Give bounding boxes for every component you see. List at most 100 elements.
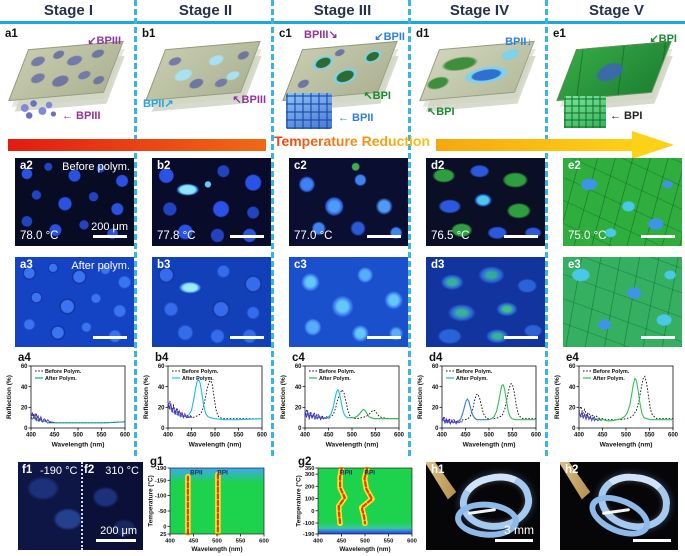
panel-id: d2 <box>431 160 445 172</box>
arrow-icon: ↙ <box>649 33 659 45</box>
reflection-spectrum-chart: 400 450 500 550 600 0 20 40 60 Wavelength (nm) Ref… <box>280 364 405 449</box>
phase-label: ↙BPIII <box>87 35 121 47</box>
panel-id: c3 <box>294 259 307 271</box>
svg-text:After Polym.: After Polym. <box>319 376 351 382</box>
svg-text:550: 550 <box>236 539 246 545</box>
spectrum-panel-e4: e4 400 450 500 550 600 0 20 40 60 Wavelength (nm)… <box>550 350 683 456</box>
panel-id: c1 <box>279 28 292 40</box>
panel-id: e3 <box>568 259 581 271</box>
lc-cell-schematic <box>419 40 535 102</box>
temperature-readout: 75.0 °C <box>568 230 607 242</box>
row-caption: After polym. <box>71 260 130 272</box>
svg-text:Wavelength (nm): Wavelength (nm) <box>189 442 242 449</box>
phase-label: ↖BPIII <box>232 94 266 106</box>
panel-id: a2 <box>20 160 33 172</box>
temperature-wavelength-heatmap: BPII BPI 400 450 500 550 600 -190 -150 -100 -50 0 25… <box>147 466 269 553</box>
phase-label: ↖BPI <box>363 90 391 102</box>
svg-text:400: 400 <box>26 433 37 439</box>
svg-text:Reflection (%): Reflection (%) <box>143 375 150 419</box>
temperature-readout: -190 °C <box>40 465 78 477</box>
phase-label: ↖BPI <box>427 106 455 118</box>
phase-label: BPII↓ <box>505 36 532 48</box>
bpiii-structure-icon <box>16 96 60 126</box>
micrograph-b2: b2 77.8 °C <box>152 158 271 246</box>
svg-text:40: 40 <box>21 385 28 391</box>
svg-text:600: 600 <box>257 433 268 439</box>
row-caption: Before polym. <box>62 161 130 173</box>
stage-header-2: Stage II <box>178 2 233 19</box>
svg-text:550: 550 <box>644 433 655 439</box>
svg-text:Wavelength (nm): Wavelength (nm) <box>326 442 379 449</box>
reflection-spectrum-chart: 400 450 500 550 600 0 20 40 60 Wavelength (nm) Ref… <box>6 364 131 449</box>
svg-text:Before Polym.: Before Polym. <box>182 369 219 375</box>
svg-text:400: 400 <box>300 433 311 439</box>
arrow-icon: ↖ <box>427 106 437 118</box>
temperature-readout: 76.5 °C <box>431 230 470 242</box>
svg-text:Wavelength (nm): Wavelength (nm) <box>52 442 105 449</box>
scalebar <box>641 335 675 339</box>
micrograph-f1-f2: f1 -190 °C f2 310 °C 200 μm <box>18 462 143 550</box>
svg-text:500: 500 <box>360 539 370 545</box>
panel-id: b4 <box>155 352 169 364</box>
panel-id: a4 <box>18 352 31 364</box>
stage-header-1: Stage I <box>43 2 94 19</box>
panel-id: f2 <box>84 464 95 476</box>
heatmap-panel-g2: g2 BPII BPI 400 450 500 550 600 350 300 200 100 0 -1… <box>294 456 418 556</box>
svg-text:0: 0 <box>572 426 576 432</box>
arrow-icon: ↙ <box>374 31 384 43</box>
svg-text:Wavelength (nm): Wavelength (nm) <box>339 546 390 553</box>
temperature-arrow-label: Temperature Reduction <box>268 133 436 149</box>
arrow-icon: ↖ <box>232 94 242 106</box>
arrow-icon: ↓ <box>526 36 533 48</box>
svg-text:-190: -190 <box>303 532 315 538</box>
svg-text:0: 0 <box>435 426 439 432</box>
scalebar <box>367 234 401 238</box>
svg-text:40: 40 <box>432 385 439 391</box>
svg-text:After Polym.: After Polym. <box>182 376 214 382</box>
svg-text:BPII: BPII <box>190 470 203 477</box>
svg-text:100: 100 <box>305 497 315 503</box>
svg-text:60: 60 <box>21 364 28 370</box>
phase-label: BPIII↘ <box>304 29 338 41</box>
schematic-panel-b1: b1 BPII↗ ↖BPIII <box>137 26 274 134</box>
svg-text:500: 500 <box>484 433 495 439</box>
svg-text:600: 600 <box>531 433 542 439</box>
svg-text:450: 450 <box>49 433 60 439</box>
svg-text:500: 500 <box>347 433 358 439</box>
svg-text:450: 450 <box>186 433 197 439</box>
micrograph-e3: e3 <box>563 257 682 347</box>
micrograph-b3: b3 <box>152 257 271 347</box>
schematic-panel-d1: d1 BPII↓ ↖BPI <box>411 26 548 134</box>
svg-text:BPI: BPI <box>217 470 228 477</box>
svg-text:Reflection (%): Reflection (%) <box>554 375 561 419</box>
scalebar <box>504 234 538 238</box>
svg-text:20: 20 <box>432 405 439 411</box>
svg-text:Temperature (°C): Temperature (°C) <box>147 475 155 526</box>
svg-text:550: 550 <box>507 433 518 439</box>
phase-inset-label: ← BPI <box>610 110 643 122</box>
panel-id: b2 <box>157 160 171 172</box>
micrograph-d3: d3 <box>426 257 545 347</box>
svg-text:BPI: BPI <box>364 470 375 477</box>
svg-text:Temperature (°C): Temperature (°C) <box>295 475 303 526</box>
svg-text:550: 550 <box>96 433 107 439</box>
svg-text:-150: -150 <box>155 478 167 484</box>
panel-id: a1 <box>5 28 18 40</box>
svg-text:450: 450 <box>337 539 347 545</box>
svg-text:500: 500 <box>212 539 222 545</box>
svg-text:Wavelength (nm): Wavelength (nm) <box>191 546 242 553</box>
panel-id: f1 <box>22 464 33 476</box>
svg-text:0: 0 <box>161 426 165 432</box>
svg-text:600: 600 <box>259 539 269 545</box>
phase-label: ↙BPI <box>649 33 677 45</box>
temperature-readout: 77.0 °C <box>294 230 333 242</box>
panel-id: d1 <box>416 28 430 40</box>
svg-text:600: 600 <box>394 433 405 439</box>
svg-text:450: 450 <box>460 433 471 439</box>
temperature-arrow-bar-left <box>8 139 266 151</box>
svg-text:600: 600 <box>407 539 417 545</box>
svg-text:500: 500 <box>621 433 632 439</box>
svg-text:60: 60 <box>569 364 576 370</box>
svg-text:0: 0 <box>163 524 166 530</box>
